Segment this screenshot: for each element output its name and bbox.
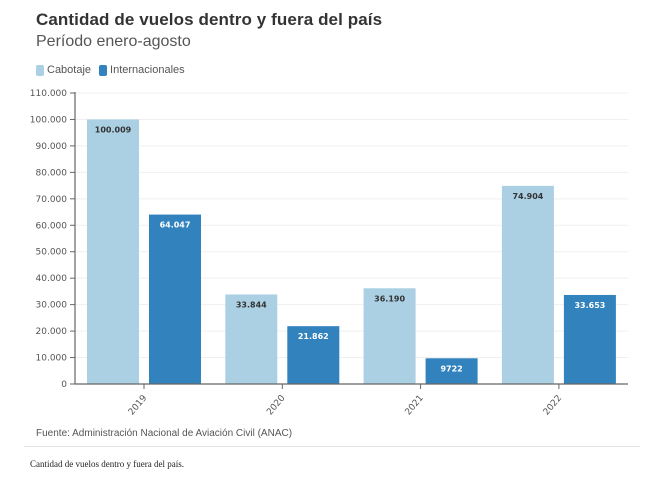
bar-internacionales-2022: [563, 294, 616, 384]
y-tick-label: 20.000: [36, 327, 68, 337]
bar-label: 74.904: [512, 192, 543, 201]
bar-label: 100.009: [95, 125, 132, 134]
y-tick-label: 30.000: [36, 301, 68, 311]
legend-item-internacionales: Internacionales: [99, 64, 185, 76]
legend-item-cabotaje: Cabotaje: [36, 64, 91, 76]
figure-caption: Cantidad de vuelos dentro y fuera del pa…: [30, 459, 184, 469]
source-note: Fuente: Administración Nacional de Aviac…: [36, 428, 293, 439]
x-tick-label: 2021: [404, 394, 426, 418]
bar-label: 33.653: [574, 301, 605, 310]
bar-chart: 0 10.000 20.000 30.000 40.000 50.000 60.000 70.…: [30, 89, 628, 418]
y-tick-label: 10.000: [36, 354, 68, 364]
bar-internacionales-2020: [287, 326, 340, 384]
bar-label: 9722: [440, 364, 462, 373]
bar-label: 36.190: [374, 294, 405, 303]
bar-label: 64.047: [160, 221, 191, 230]
y-tick-label: 50.000: [36, 248, 68, 258]
bar-cabotaje-2022: [501, 185, 554, 384]
x-tick-label: 2022: [542, 394, 564, 418]
y-tick-label: 90.000: [36, 142, 68, 152]
legend-label-internacionales: Internacionales: [110, 64, 185, 76]
chart-title: Cantidad de vuelos dentro y fuera del pa…: [36, 10, 383, 29]
y-tick-label: 110.000: [30, 89, 67, 99]
bar-cabotaje-2021: [363, 288, 416, 384]
y-tick-label: 60.000: [36, 221, 68, 231]
legend-swatch-cabotaje: [36, 64, 44, 76]
x-tick-label: 2019: [127, 393, 150, 417]
divider: [24, 446, 640, 447]
legend-label-cabotaje: Cabotaje: [47, 64, 92, 76]
y-tick-label: 40.000: [36, 274, 68, 284]
bar-cabotaje-2020: [225, 294, 278, 384]
x-tick-label: 2020: [265, 393, 288, 417]
legend: Cabotaje Internacionales: [36, 64, 185, 76]
bar-internacionales-2019: [149, 214, 201, 384]
bar-internacionales-2021: [425, 358, 478, 384]
chart-subtitle: Período enero-agosto: [36, 33, 191, 50]
y-tick-label: 80.000: [36, 168, 68, 178]
bar-label: 21.862: [298, 332, 329, 341]
bar-label: 33.844: [236, 300, 267, 309]
y-tick-label: 0: [61, 380, 67, 390]
y-tick-label: 100.000: [30, 115, 67, 125]
legend-swatch-internacionales: [99, 64, 108, 76]
bar-cabotaje-2019: [87, 119, 139, 385]
y-tick-label: 70.000: [36, 195, 68, 205]
